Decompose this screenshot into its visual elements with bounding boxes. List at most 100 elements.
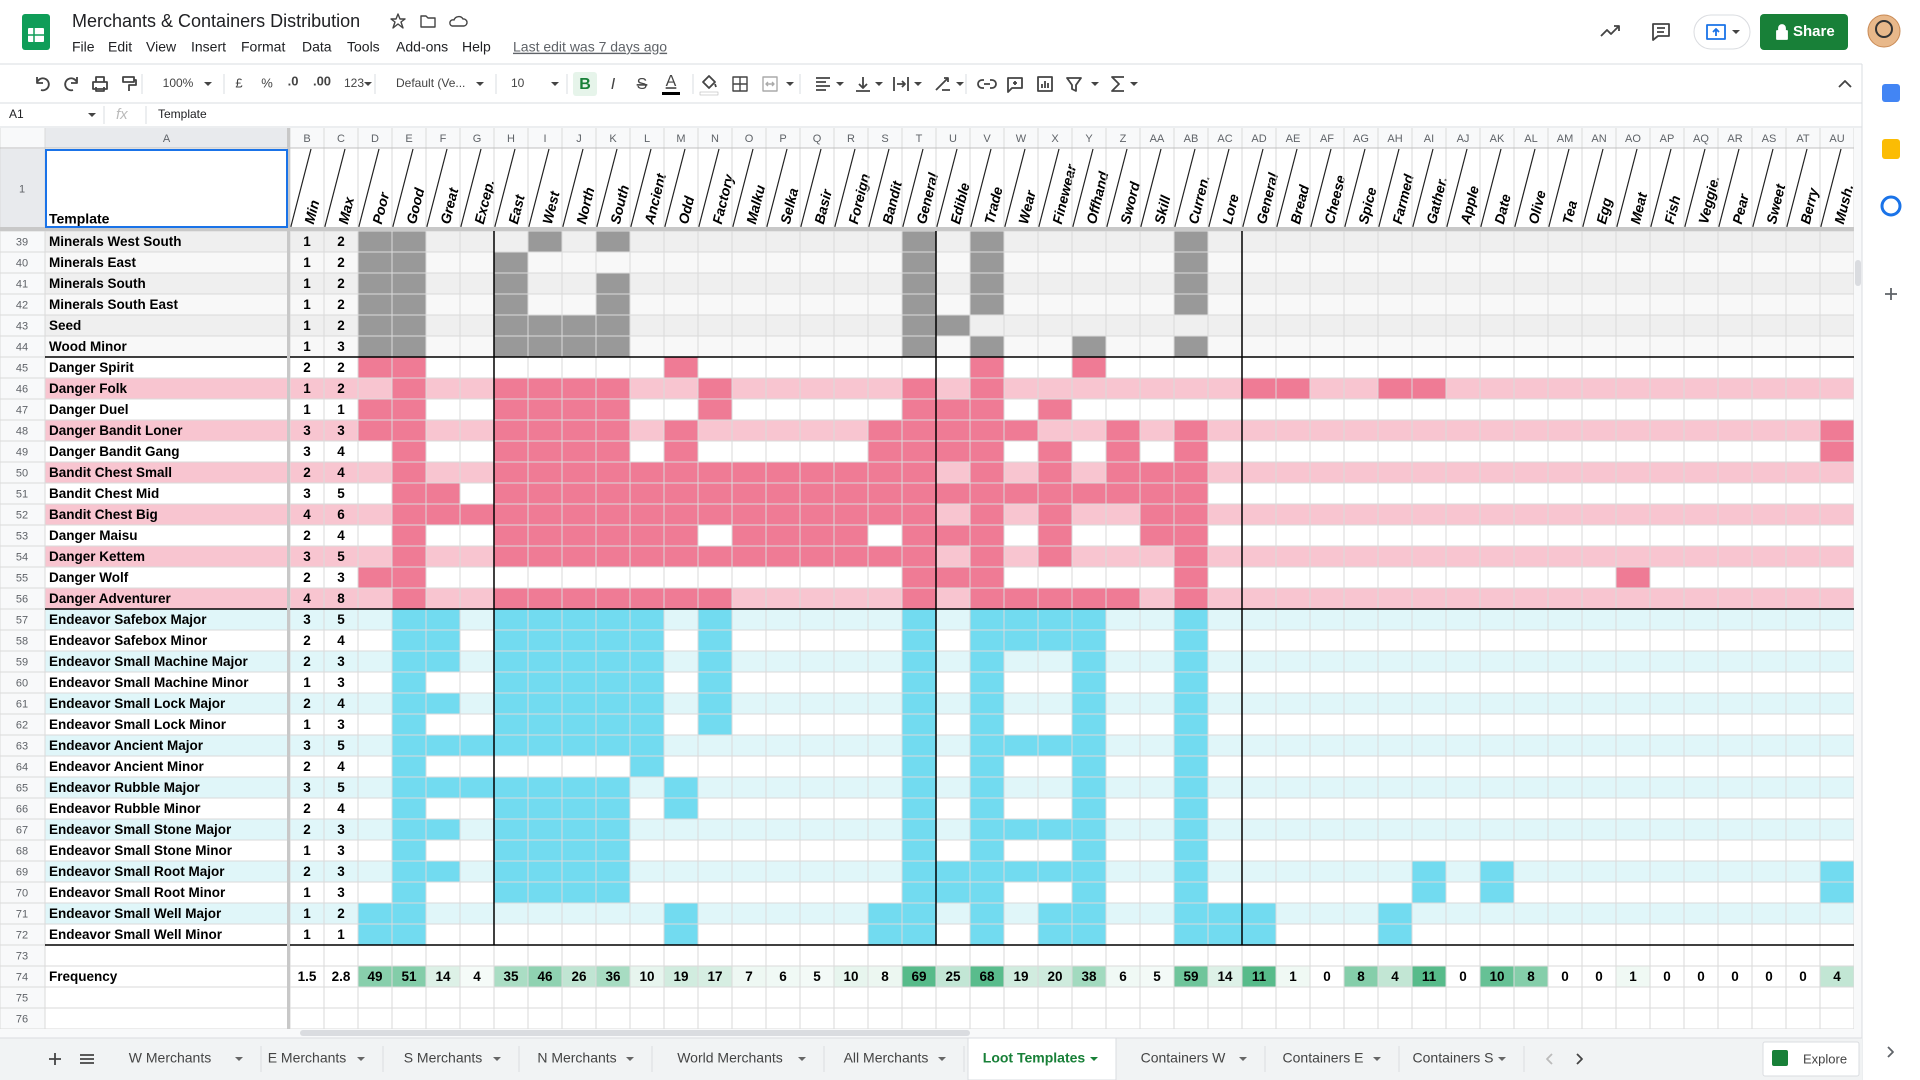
menu-item[interactable]: View	[146, 39, 177, 55]
comments-icon[interactable]	[1652, 23, 1670, 41]
column-letter[interactable]: X	[1051, 133, 1059, 145]
row-number[interactable]: 46	[16, 383, 28, 395]
frequency-value[interactable]: 8	[1527, 969, 1535, 984]
column-header[interactable]: Egg	[1593, 196, 1615, 226]
row-number[interactable]: 60	[16, 677, 28, 689]
min-value[interactable]: 2	[303, 822, 311, 837]
frequency-value[interactable]: 0	[1799, 969, 1807, 984]
min-value[interactable]: 1	[303, 318, 311, 333]
max-value[interactable]: 4	[337, 528, 345, 543]
column-letter[interactable]: E	[405, 133, 412, 145]
menu-item[interactable]: Help	[462, 39, 491, 55]
calendar-icon[interactable]	[1882, 84, 1900, 102]
row-number[interactable]: 56	[16, 593, 28, 605]
row-number[interactable]: 40	[16, 257, 28, 269]
frequency-value[interactable]: 10	[639, 969, 654, 984]
row-number[interactable]: 75	[16, 992, 28, 1004]
frequency-value[interactable]: 0	[1323, 969, 1331, 984]
max-value[interactable]: 2	[337, 255, 345, 270]
max-value[interactable]: 5	[337, 486, 345, 501]
min-value[interactable]: 2	[303, 360, 311, 375]
menu-item[interactable]: File	[72, 39, 95, 55]
max-value[interactable]: 3	[337, 885, 345, 900]
column-letter[interactable]: Q	[813, 133, 822, 145]
row-number[interactable]: 61	[16, 698, 28, 710]
max-value[interactable]: 2	[337, 318, 345, 333]
tab-menu-caret[interactable]	[1498, 1057, 1506, 1061]
template-name[interactable]: Endeavor Rubble Minor	[49, 801, 201, 816]
row-number[interactable]: 39	[16, 236, 28, 248]
min-value[interactable]: 2	[303, 570, 311, 585]
row-number[interactable]: 55	[16, 572, 28, 584]
merge-icon[interactable]	[762, 76, 778, 92]
dropdown-caret[interactable]	[476, 82, 484, 86]
share-label[interactable]: Share	[1793, 23, 1835, 40]
min-value[interactable]: 1	[303, 927, 311, 942]
min-value[interactable]: 1	[303, 885, 311, 900]
template-name[interactable]: Danger Bandit Gang	[49, 444, 180, 459]
cloud-icon[interactable]	[449, 15, 468, 27]
frequency-value[interactable]: 17	[707, 969, 722, 984]
column-header[interactable]: Max	[335, 194, 357, 225]
frequency-value[interactable]: 25	[945, 969, 961, 984]
account-avatar[interactable]	[1867, 14, 1901, 48]
column-letter[interactable]: N	[711, 133, 719, 145]
min-value[interactable]: 2	[303, 528, 311, 543]
sheet-tab[interactable]: World Merchants	[677, 1050, 783, 1066]
dropdown-caret[interactable]	[88, 113, 96, 117]
max-value[interactable]: 2	[337, 381, 345, 396]
rotate-icon[interactable]	[935, 77, 950, 91]
italic-button[interactable]: I	[611, 76, 616, 93]
explore-label[interactable]: Explore	[1803, 1051, 1847, 1066]
template-name[interactable]: Endeavor Small Stone Minor	[49, 843, 233, 858]
template-name[interactable]: Endeavor Small Well Minor	[49, 927, 223, 942]
column-letter[interactable]: AJ	[1457, 133, 1470, 145]
template-name[interactable]: Endeavor Small Root Major	[49, 864, 225, 879]
column-header[interactable]: Min	[301, 198, 322, 225]
template-name[interactable]: Danger Duel	[49, 402, 129, 417]
frequency-value[interactable]: 0	[1459, 969, 1467, 984]
tasks-icon[interactable]	[1880, 195, 1902, 217]
row-number[interactable]: 44	[16, 341, 28, 353]
sheet-tab[interactable]: N Merchants	[537, 1050, 616, 1066]
column-letter[interactable]: AF	[1320, 133, 1334, 145]
fill-color-icon[interactable]	[702, 75, 717, 89]
template-name[interactable]: Danger Wolf	[49, 570, 129, 585]
column-letter[interactable]: Y	[1085, 133, 1093, 145]
column-letter[interactable]: AS	[1762, 133, 1777, 145]
min-value[interactable]: 1	[303, 234, 311, 249]
min-value[interactable]: 2	[303, 864, 311, 879]
template-name[interactable]: Bandit Chest Mid	[49, 486, 159, 501]
max-value[interactable]: 4	[337, 465, 345, 480]
column-letter[interactable]: AT	[1796, 133, 1810, 145]
align-icon[interactable]	[816, 77, 830, 91]
column-letter[interactable]: AA	[1150, 133, 1165, 145]
column-letter[interactable]: J	[576, 133, 582, 145]
menu-item[interactable]: Edit	[108, 39, 132, 55]
column-letter[interactable]: P	[779, 133, 786, 145]
scroll-tabs-right[interactable]	[1576, 1053, 1583, 1065]
column-letter[interactable]: D	[371, 133, 379, 145]
template-name[interactable]: Bandit Chest Small	[49, 465, 172, 480]
min-value[interactable]: 1	[303, 906, 311, 921]
menu-item[interactable]: Format	[241, 39, 285, 55]
row-number[interactable]: 58	[16, 635, 28, 647]
frequency-value[interactable]: 49	[367, 969, 382, 984]
share-button[interactable]	[1760, 14, 1848, 50]
dropdown-caret[interactable]	[786, 82, 794, 86]
max-value[interactable]: 2	[337, 297, 345, 312]
min-value[interactable]: 3	[303, 444, 311, 459]
collapse-icon[interactable]	[1838, 80, 1852, 88]
tab-menu-caret[interactable]	[493, 1057, 501, 1061]
column-letter[interactable]: AD	[1251, 133, 1266, 145]
scroll-tabs-left[interactable]	[1546, 1053, 1553, 1065]
max-value[interactable]: 5	[337, 738, 345, 753]
row-number[interactable]: 74	[16, 971, 28, 983]
column-letter[interactable]: AM	[1557, 133, 1574, 145]
template-name[interactable]: Minerals South East	[49, 297, 179, 312]
template-name[interactable]: Endeavor Ancient Major	[49, 738, 204, 753]
template-name[interactable]: Endeavor Small Lock Minor	[49, 717, 227, 732]
row-number[interactable]: 48	[16, 425, 28, 437]
frequency-value[interactable]: 69	[911, 969, 926, 984]
frequency-value[interactable]: 14	[1217, 969, 1233, 984]
